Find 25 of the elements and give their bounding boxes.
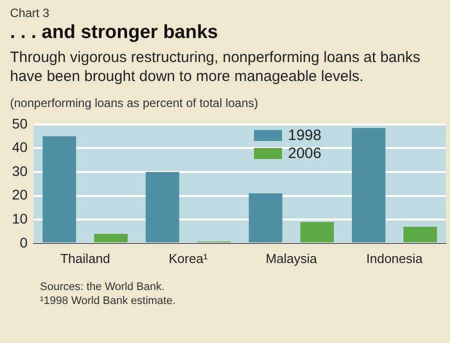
text: Through vigorous restructuring, nonperforming loans at banks have been brought down to more manageable levels.: [10, 48, 422, 86]
text: ¹1998 World Bank estimate.: [40, 294, 177, 308]
y-tick-label: 10: [12, 210, 28, 226]
bar: [403, 226, 437, 242]
y-tick-label: 20: [12, 186, 28, 203]
y-tick-label: 50: [12, 115, 28, 132]
y-tick-label: 40: [12, 139, 28, 156]
chart-title: . . . and stronger banks: [10, 22, 219, 44]
source-note: Sources: the World Bank.: [40, 280, 166, 294]
y-tick-label: 0: [20, 234, 28, 250]
bar: [94, 234, 128, 242]
bar: [146, 172, 180, 242]
bar: [42, 136, 76, 242]
x-tick-label: Thailand: [60, 250, 110, 266]
bar: [248, 193, 282, 242]
legend-label: 1998: [288, 126, 322, 144]
legend-label: 2006: [288, 144, 322, 162]
y-axis-title: (nonperforming loans as percent of total loans): [10, 96, 260, 110]
x-tick-label: Malaysia: [266, 250, 318, 266]
bar: [300, 222, 334, 242]
x-tick-label: Korea¹: [168, 250, 208, 266]
bar: [352, 128, 386, 242]
x-tick-label: Indonesia: [366, 250, 424, 266]
y-tick-label: 30: [12, 162, 28, 179]
chart-subtitle: Chart 3: [10, 6, 50, 20]
